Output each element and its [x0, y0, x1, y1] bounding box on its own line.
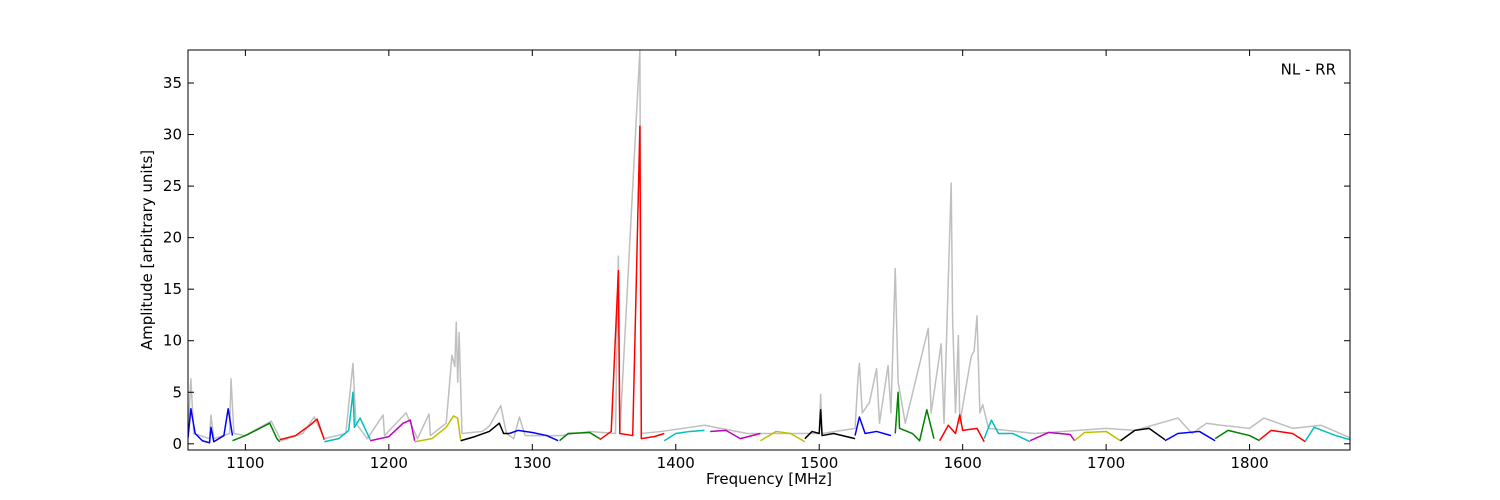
spectrum-line	[1214, 429, 1260, 442]
axes-frame	[187, 49, 1351, 451]
y-tick-label: 10	[163, 332, 182, 350]
spectrum-line	[1120, 427, 1166, 442]
spectrum-line	[1029, 431, 1076, 442]
spectrum-line	[894, 391, 935, 442]
x-axis-label: Frequency [MHz]	[706, 470, 832, 488]
spectrum-line	[710, 429, 761, 440]
annotation: NL - RR	[1281, 61, 1336, 79]
y-tick-label: 20	[163, 229, 182, 247]
x-tick-label: 1700	[1087, 454, 1125, 472]
x-tick-label: 1600	[944, 454, 982, 472]
spectrum-line	[804, 409, 856, 440]
x-tick-label: 1200	[370, 454, 408, 472]
spectrum-line	[559, 431, 601, 442]
spectrum-line	[983, 419, 1031, 443]
spectrum-line	[188, 50, 1350, 442]
spectrum-line	[188, 408, 234, 444]
spectrum-line	[1164, 430, 1216, 442]
spectrum-line	[460, 422, 510, 442]
x-tick-label: 1400	[657, 454, 695, 472]
spectrum-line	[232, 422, 281, 443]
y-tick-label: 25	[163, 177, 182, 195]
y-tick-label: 15	[163, 280, 182, 298]
spectrum-line	[279, 418, 325, 441]
spectrum-line	[939, 414, 985, 443]
y-tick-label: 30	[163, 126, 182, 144]
spectrum-line	[1304, 426, 1350, 442]
x-tick-label: 1300	[513, 454, 551, 472]
spectrum-line	[854, 416, 892, 437]
spectrum-line	[663, 429, 705, 442]
spectrum-line	[760, 430, 806, 443]
spectrum-line	[509, 429, 559, 442]
spectrum-line	[370, 419, 416, 442]
y-tick-label: 5	[172, 383, 182, 401]
y-axis-label: Amplitude [arbitrary units]	[138, 150, 156, 350]
plot-lines	[188, 50, 1350, 444]
x-tick-label: 1800	[1230, 454, 1268, 472]
spectrum-line	[599, 125, 665, 441]
y-tick-label: 35	[163, 74, 182, 92]
x-tick-label: 1100	[226, 454, 264, 472]
x-tick-label: 1500	[800, 454, 838, 472]
spectrum-line	[1259, 429, 1306, 443]
spectrum-line	[324, 391, 371, 443]
y-tick-label: 0	[172, 435, 182, 453]
spectrum-line	[1074, 430, 1121, 442]
spectrum-line	[414, 415, 462, 443]
